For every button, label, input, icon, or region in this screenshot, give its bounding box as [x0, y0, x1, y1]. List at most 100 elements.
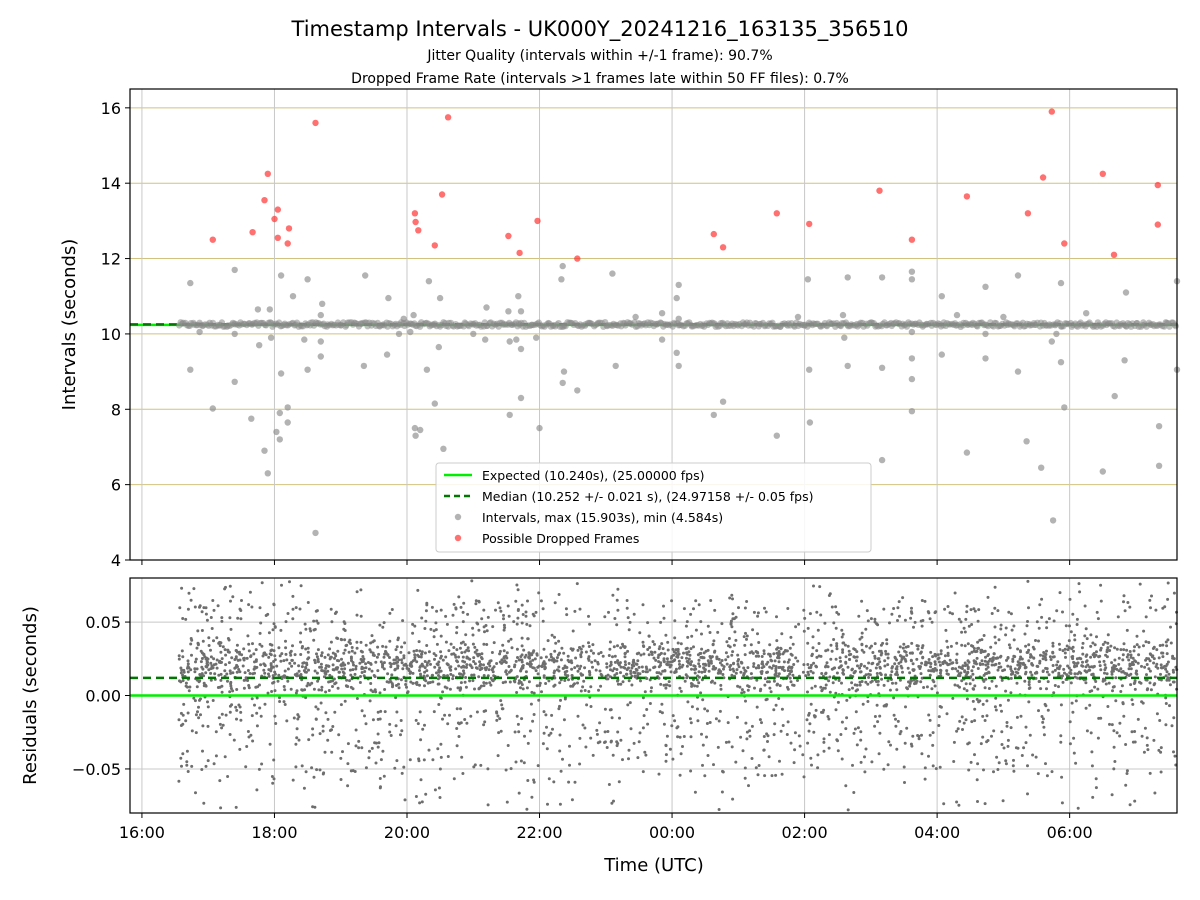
residual-point [994, 684, 998, 688]
residual-point [676, 735, 680, 739]
residual-point [413, 624, 417, 628]
residual-point [1085, 670, 1089, 674]
residual-point [601, 654, 605, 658]
residual-point [1060, 801, 1064, 805]
residual-point [282, 685, 286, 688]
residual-point [854, 689, 858, 693]
residual-point [835, 642, 839, 646]
residual-point [873, 642, 877, 646]
residual-point [1158, 719, 1162, 722]
residual-point [762, 652, 766, 656]
residual-point [339, 756, 343, 760]
residual-point [870, 760, 874, 764]
residual-point [674, 651, 678, 655]
residual-point [458, 646, 462, 650]
residual-point [730, 673, 734, 677]
residual-point [353, 651, 357, 655]
residual-point [971, 665, 975, 669]
residual-point [561, 757, 564, 761]
residual-point [177, 654, 181, 658]
residual-point [745, 737, 749, 741]
residual-point [749, 672, 753, 676]
residual-point [999, 623, 1003, 627]
residual-point [848, 658, 852, 661]
residual-point [272, 758, 276, 762]
residual-point [882, 767, 886, 771]
residual-point [664, 633, 668, 637]
residual-point [911, 734, 915, 738]
residual-point [190, 729, 194, 733]
residual-point [247, 686, 251, 690]
residual-point [851, 686, 854, 690]
residual-point [311, 727, 315, 731]
interval-point [264, 470, 271, 477]
residual-point [641, 603, 645, 607]
residual-point [463, 680, 467, 684]
residual-point [267, 672, 270, 676]
residual-point [412, 649, 416, 653]
residual-point [978, 638, 982, 642]
residual-point [312, 628, 316, 632]
residual-point [180, 586, 184, 590]
residual-point [976, 667, 980, 670]
residual-point [258, 631, 262, 635]
residual-point [524, 670, 528, 674]
residual-point [446, 755, 450, 758]
residual-point [894, 724, 898, 728]
residual-point [788, 672, 792, 676]
residual-point [473, 645, 477, 649]
residual-point [1112, 729, 1116, 733]
residual-point [1043, 655, 1047, 659]
residual-point [369, 662, 373, 666]
residual-point [999, 627, 1003, 631]
residual-point [679, 752, 683, 756]
residual-point [1062, 667, 1066, 671]
residual-point [973, 684, 977, 688]
residual-point [1099, 583, 1103, 587]
residual-point [1038, 603, 1042, 607]
residual-point [831, 681, 835, 685]
residual-point [878, 731, 882, 735]
residual-point [471, 642, 475, 646]
residual-point [844, 784, 848, 788]
residual-point [788, 676, 792, 680]
residual-point [1053, 684, 1057, 687]
interval-point [908, 375, 916, 383]
residual-point [328, 647, 332, 651]
residual-point [209, 648, 212, 652]
residual-point [228, 669, 232, 673]
residual-point [822, 737, 826, 741]
residual-point [253, 671, 256, 675]
residual-point [177, 718, 181, 722]
residual-point [1110, 670, 1114, 674]
residual-point [777, 660, 781, 664]
residual-point [855, 743, 859, 747]
residual-point [478, 660, 482, 664]
residual-point [1037, 639, 1040, 643]
residual-point [212, 762, 216, 766]
residual-point [616, 608, 620, 612]
residual-point [196, 629, 200, 633]
residual-point [461, 655, 465, 659]
residual-point [946, 605, 950, 608]
residual-point [423, 666, 427, 670]
residual-point [553, 635, 556, 639]
residual-point [483, 630, 486, 634]
residual-point [285, 658, 289, 662]
residual-point [298, 607, 302, 611]
residual-point [200, 665, 204, 669]
residual-point [193, 667, 197, 671]
residual-point [618, 716, 621, 720]
residual-point [840, 720, 844, 724]
residual-point [1164, 723, 1168, 727]
residual-point [968, 652, 971, 656]
residual-point [1036, 665, 1040, 668]
residual-point [1057, 667, 1061, 671]
residual-point [770, 774, 774, 778]
residual-point [433, 665, 437, 669]
residual-point [859, 664, 863, 668]
residual-point [400, 729, 404, 733]
residual-point [910, 606, 913, 610]
residual-point [1149, 688, 1153, 692]
residual-point [583, 726, 587, 730]
